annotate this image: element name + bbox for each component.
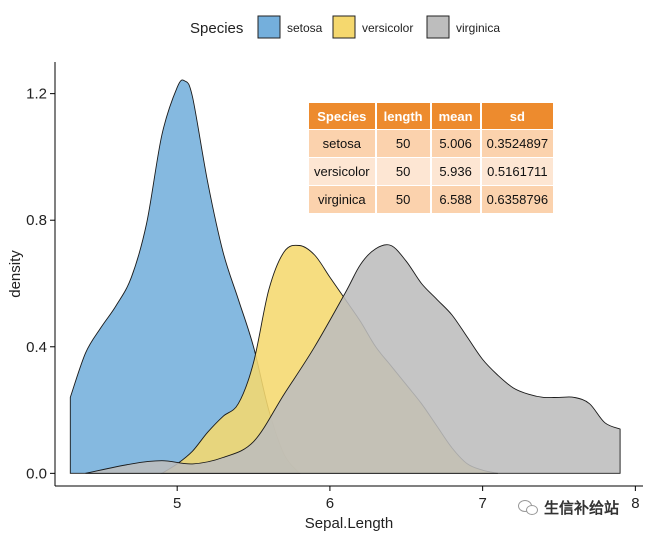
y-tick-label: 0.8 [26, 212, 47, 229]
legend-items: setosa versicolor virginica [257, 15, 500, 39]
legend-swatch-setosa [257, 15, 281, 39]
x-axis-label: Sepal.Length [305, 515, 393, 532]
table-header-row: Species length mean sd [309, 103, 556, 130]
plot-area: 5 6 7 8 0.0 0.4 0.8 1.2 Sepal.Length density [7, 62, 643, 532]
table-cell: 0.5161711 [480, 157, 556, 186]
table-header-length: length [375, 103, 432, 130]
density-areas [69, 79, 621, 474]
x-tick-label: 8 [631, 495, 639, 512]
table-row: virginica 50 6.588 0.6358796 [309, 185, 556, 213]
table-cell: 0.6358796 [480, 185, 556, 213]
x-tick-label: 5 [173, 495, 181, 512]
table-cell: 5.936 [430, 157, 482, 186]
legend-title: Species [190, 20, 243, 37]
table-cell: 6.588 [430, 185, 482, 213]
table-cell: virginica [309, 185, 377, 213]
table-cell: 50 [375, 157, 432, 186]
table-cell: 0.3524897 [480, 129, 556, 158]
table-cell: setosa [309, 129, 377, 158]
legend-swatch-virginica [426, 15, 450, 39]
y-axis-label: density [7, 250, 24, 298]
legend-label-versicolor: versicolor [362, 21, 413, 35]
table-cell: 50 [375, 129, 432, 158]
watermark: 生信补给站 [518, 494, 638, 520]
y-tick-label: 0.0 [26, 465, 47, 482]
x-ticks: 5 6 7 8 [173, 486, 640, 512]
y-ticks: 0.0 0.4 0.8 1.2 [26, 86, 55, 482]
legend: Species setosa versicolor virginica [190, 15, 500, 39]
x-tick-label: 7 [478, 495, 486, 512]
wechat-icon [518, 498, 538, 516]
table-row: versicolor 50 5.936 0.5161711 [309, 157, 556, 186]
table-cell: 50 [375, 185, 432, 213]
table-cell: versicolor [309, 157, 377, 186]
legend-swatch-versicolor [332, 15, 356, 39]
y-tick-label: 1.2 [26, 86, 47, 103]
table-cell: 5.006 [430, 129, 482, 158]
table-header-sd: sd [480, 103, 556, 130]
legend-label-virginica: virginica [456, 21, 500, 35]
summary-table: Species length mean sd setosa 50 5.006 0… [309, 103, 556, 213]
table-header-species: Species [309, 103, 377, 130]
y-tick-label: 0.4 [26, 339, 47, 356]
legend-label-setosa: setosa [287, 21, 323, 35]
x-tick-label: 6 [326, 495, 334, 512]
density-area-virginica [85, 244, 621, 474]
table-header-mean: mean [430, 103, 482, 130]
watermark-text: 生信补给站 [544, 499, 620, 517]
table-row: setosa 50 5.006 0.3524897 [309, 129, 556, 158]
